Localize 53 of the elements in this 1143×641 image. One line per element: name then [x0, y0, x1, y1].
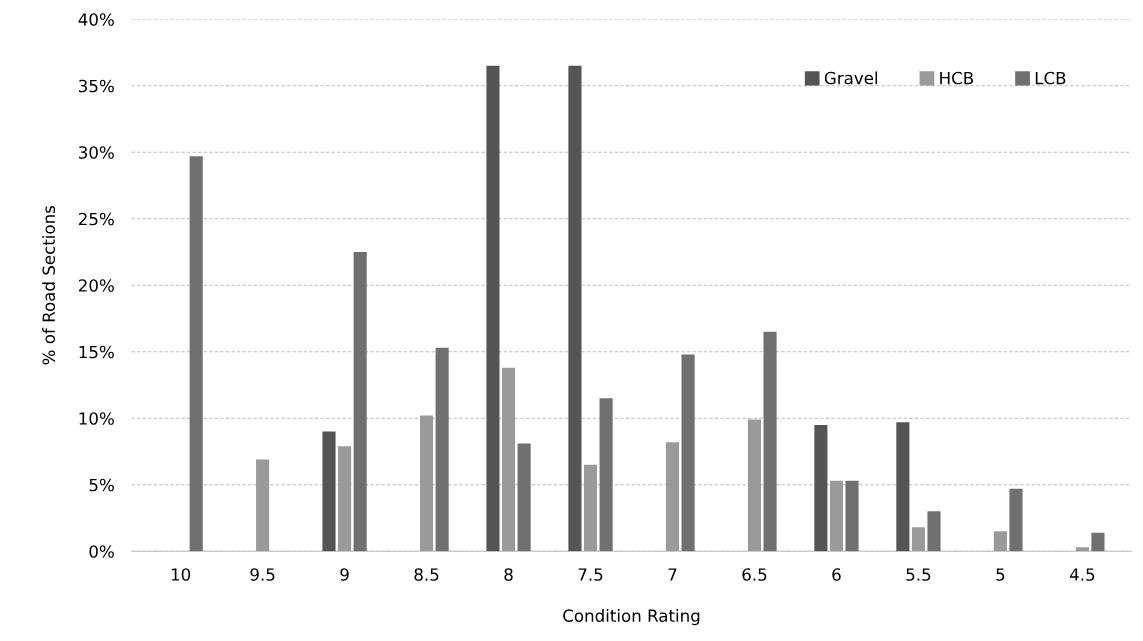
bar — [927, 511, 941, 552]
bar — [486, 65, 500, 552]
bar — [501, 367, 516, 552]
bar — [747, 419, 762, 552]
x-tick-label: 8.5 — [414, 568, 439, 581]
y-tick-label: 5% — [89, 478, 114, 492]
x-tick-label: 6 — [832, 568, 841, 581]
x-tick-label: 6.5 — [742, 568, 767, 581]
y-axis-title: % of Road Sections — [42, 205, 56, 365]
bar — [583, 464, 598, 552]
bar — [517, 443, 531, 552]
y-tick-label: 30% — [79, 146, 114, 159]
x-tick-label: 8 — [504, 568, 513, 581]
bar — [1091, 532, 1105, 552]
bar — [189, 156, 203, 552]
x-tick-label: 5.5 — [906, 568, 931, 581]
y-tick-label: 15% — [79, 345, 114, 359]
bar — [911, 527, 925, 552]
bar — [1009, 488, 1023, 552]
x-tick-label: 5 — [996, 568, 1005, 581]
legend-label: LCB — [1035, 71, 1066, 85]
legend-label: HCB — [940, 71, 974, 85]
y-tick-label: 20% — [78, 279, 114, 292]
x-tick-label: 7 — [668, 568, 677, 581]
bar — [256, 459, 270, 552]
bar — [420, 415, 434, 552]
x-axis-title: Condition Rating — [563, 609, 700, 626]
x-tick-label: 7.5 — [578, 568, 603, 581]
bar — [599, 398, 613, 552]
bar — [829, 480, 844, 552]
bar — [993, 531, 1007, 552]
bar — [1075, 547, 1089, 552]
y-tick-label: 40% — [78, 13, 114, 26]
bar — [814, 424, 828, 552]
bar — [435, 347, 449, 552]
bar — [681, 354, 695, 552]
bar — [353, 251, 367, 552]
bar — [322, 431, 336, 552]
bar — [763, 331, 777, 552]
x-tick-label: 10 — [171, 568, 191, 581]
bar — [568, 65, 582, 552]
legend-label: Gravel — [824, 71, 878, 85]
x-tick-label: 4.5 — [1069, 568, 1095, 581]
x-tick-label: 9.5 — [250, 568, 275, 581]
bar — [845, 480, 859, 552]
bar — [338, 446, 352, 552]
y-tick-label: 35% — [79, 79, 114, 93]
y-tick-label: 10% — [79, 412, 114, 425]
x-tick-label: 9 — [340, 568, 349, 581]
bar — [896, 422, 910, 552]
y-tick-label: 0% — [89, 545, 114, 558]
y-tick-label: 25% — [78, 212, 114, 226]
bar — [665, 442, 680, 552]
